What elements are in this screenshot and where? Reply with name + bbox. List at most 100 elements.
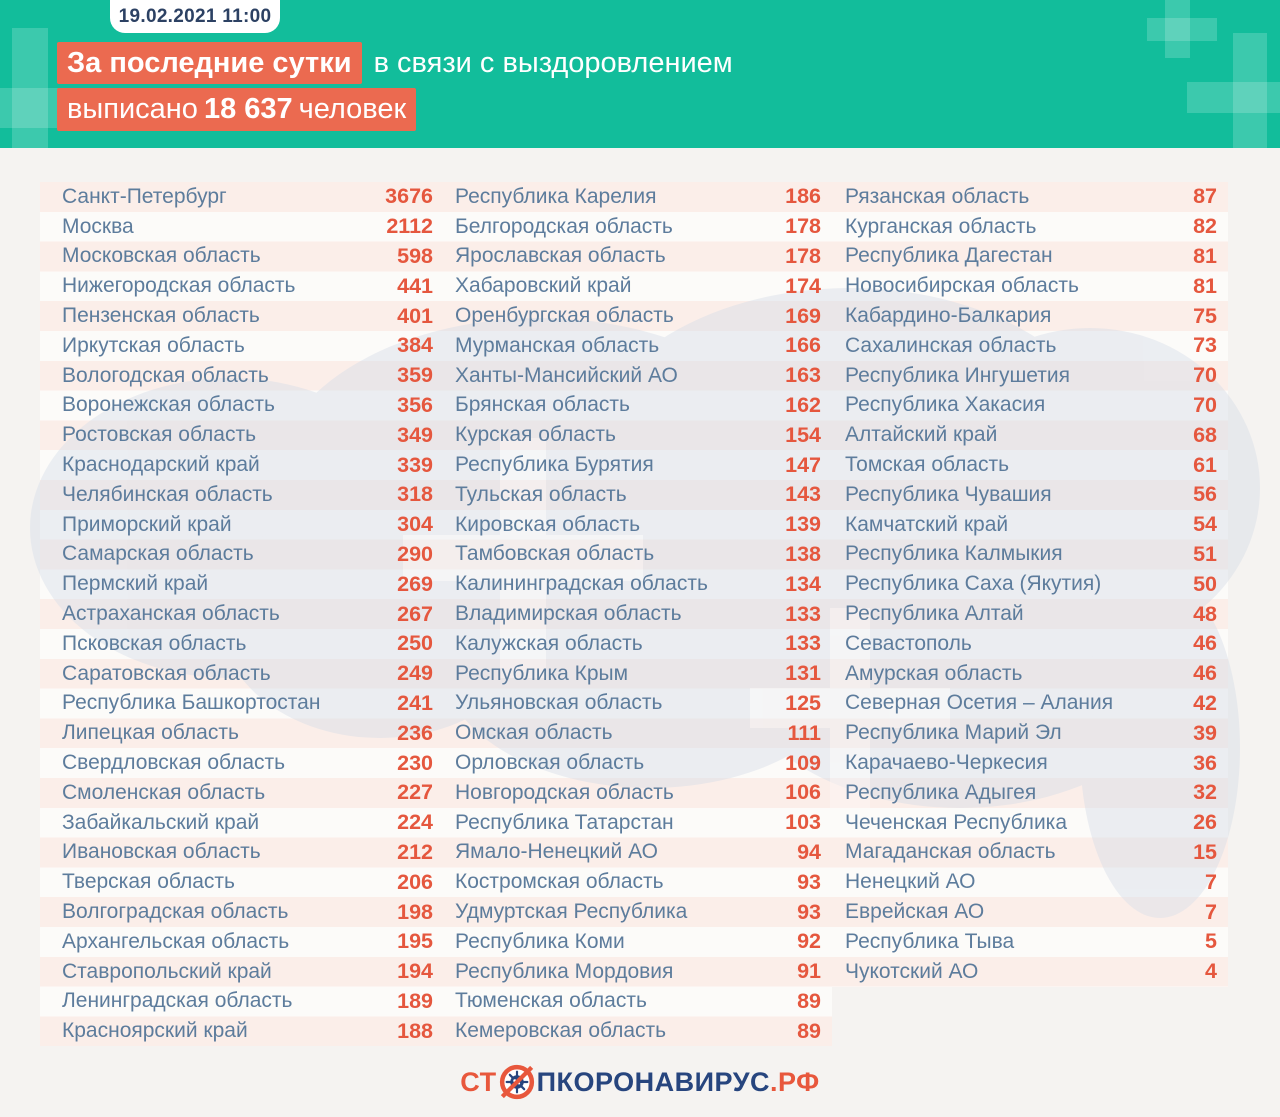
region-name: Сахалинская область [845, 333, 1057, 357]
region-row: Вологодская область 359 [62, 361, 433, 391]
region-count: 2112 [386, 214, 433, 239]
people-label: человек [298, 93, 407, 126]
region-count: 15 [1193, 839, 1217, 864]
region-row: Тюменская область 89 [455, 987, 821, 1017]
region-count: 139 [785, 512, 821, 537]
region-name: Ямало-Ненецкий АО [455, 840, 658, 864]
region-name: Курганская область [845, 214, 1037, 238]
region-row: Санкт-Петербург 3676 [62, 182, 433, 212]
region-row: Тверская область 206 [62, 867, 433, 897]
region-row: Оренбургская область 169 [455, 301, 821, 331]
region-row: Челябинская область 318 [62, 480, 433, 510]
column-list-1: Санкт-Петербург 3676 Москва 2112 Московс… [40, 182, 444, 1046]
region-name: Ставропольский край [62, 959, 272, 983]
region-row: Амурская область 46 [845, 659, 1217, 689]
region-count: 26 [1193, 810, 1217, 835]
region-name: Еврейская АО [845, 900, 985, 924]
region-name: Тульская область [455, 482, 627, 506]
region-row: Астраханская область 267 [62, 599, 433, 629]
region-count: 82 [1193, 214, 1217, 239]
region-count: 166 [785, 333, 821, 358]
headline-highlight-2: выписано 18 637 человек [57, 88, 417, 131]
region-row: Камчатский край 54 [845, 510, 1217, 540]
region-row: Республика Бурятия 147 [455, 450, 821, 480]
region-name: Республика Марий Эл [845, 721, 1062, 745]
region-name: Республика Татарстан [455, 810, 674, 834]
region-row: Республика Саха (Якутия) 50 [845, 569, 1217, 599]
region-count: 94 [797, 839, 821, 864]
region-row: Ивановская область 212 [62, 838, 433, 868]
plus-icon [12, 28, 48, 148]
region-name: Санкт-Петербург [62, 184, 227, 208]
region-row: Ямало-Ненецкий АО 94 [455, 838, 821, 868]
region-row: Ульяновская область 125 [455, 689, 821, 719]
region-row: Ставропольский край 194 [62, 957, 433, 987]
region-count: 81 [1193, 273, 1217, 298]
region-row: Республика Крым 131 [455, 659, 821, 689]
region-count: 154 [785, 422, 821, 447]
region-name: Владимирская область [455, 602, 682, 626]
region-count: 87 [1193, 184, 1217, 209]
region-count: 4 [1205, 959, 1217, 984]
region-name: Республика Саха (Якутия) [845, 572, 1102, 596]
region-name: Орловская область [455, 751, 645, 775]
region-count: 89 [797, 1018, 821, 1043]
region-row: Кабардино-Балкария 75 [845, 301, 1217, 331]
region-name: Пермский край [62, 572, 209, 596]
region-row: Республика Мордовия 91 [455, 957, 821, 987]
region-count: 81 [1193, 243, 1217, 268]
region-name: Челябинская область [62, 482, 273, 506]
column-list-2: Республика Карелия 186 Белгородская обла… [455, 182, 832, 1046]
region-count: 304 [397, 512, 433, 537]
region-name: Республика Хакасия [845, 393, 1046, 417]
region-row: Свердловская область 230 [62, 748, 433, 778]
region-row: Ростовская область 349 [62, 420, 433, 450]
region-name: Новосибирская область [845, 274, 1079, 298]
region-row: Краснодарский край 339 [62, 450, 433, 480]
region-row: Республика Марий Эл 39 [845, 718, 1217, 748]
row-stripes-gap-1 [444, 182, 455, 1046]
region-name: Псковская область [62, 631, 247, 655]
region-row: Магаданская область 15 [845, 838, 1217, 868]
region-row: Ненецкий АО 7 [845, 867, 1217, 897]
region-name: Камчатский край [845, 512, 1009, 536]
region-name: Вологодская область [62, 363, 269, 387]
region-count: 61 [1193, 452, 1217, 477]
region-count: 133 [785, 631, 821, 656]
region-name: Республика Калмыкия [845, 542, 1063, 566]
region-row: Орловская область 109 [455, 748, 821, 778]
row-stripes-col-1 [40, 182, 444, 1046]
date-badge-text: 19.02.2021 11:00 [118, 5, 272, 27]
region-name: Иркутская область [62, 333, 245, 357]
region-row: Тульская область 143 [455, 480, 821, 510]
content-area: Санкт-Петербург 3676 Москва 2112 Московс… [0, 148, 1280, 1117]
region-count: 54 [1193, 512, 1217, 537]
region-count: 125 [785, 690, 821, 715]
region-count: 134 [785, 571, 821, 596]
region-row: Московская область 598 [62, 242, 433, 272]
region-count: 106 [785, 780, 821, 805]
region-name: Республика Мордовия [455, 959, 674, 983]
region-count: 32 [1193, 780, 1217, 805]
region-name: Карачаево-Черкесия [845, 751, 1048, 775]
region-name: Тверская область [62, 870, 235, 894]
region-count: 178 [785, 243, 821, 268]
region-row: Республика Чувашия 56 [845, 480, 1217, 510]
region-count: 111 [787, 720, 822, 745]
region-name: Костромская область [455, 870, 664, 894]
region-name: Кировская область [455, 512, 641, 536]
region-row: Чукотский АО 4 [845, 957, 1217, 987]
region-count: 93 [797, 869, 821, 894]
region-name: Магаданская область [845, 840, 1056, 864]
region-name: Севастополь [845, 631, 972, 655]
region-name: Самарская область [62, 542, 254, 566]
region-row: Ярославская область 178 [455, 242, 821, 272]
region-count: 147 [785, 452, 821, 477]
region-name: Липецкая область [62, 721, 239, 745]
region-count: 70 [1193, 392, 1217, 417]
region-row: Северная Осетия – Алания 42 [845, 689, 1217, 719]
region-count: 230 [397, 750, 433, 775]
region-count: 68 [1193, 422, 1217, 447]
region-row: Пензенская область 401 [62, 301, 433, 331]
region-row: Республика Ингушетия 70 [845, 361, 1217, 391]
